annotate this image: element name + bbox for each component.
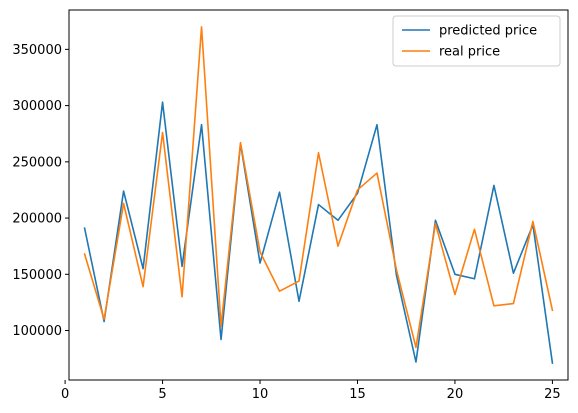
legend-label: predicted price (439, 24, 537, 39)
x-tick-label: 15 (349, 387, 366, 402)
series-line-real-price (83, 26, 554, 349)
y-tick-label: 200000 (12, 212, 62, 227)
y-tick-label: 350000 (12, 43, 62, 58)
y-tick-label: 250000 (12, 155, 62, 170)
legend-box (392, 15, 561, 67)
legend: predicted price real price (392, 15, 561, 67)
x-tick-label: 0 (61, 387, 69, 402)
y-tick-label: 100000 (12, 324, 62, 339)
x-tick-label: 25 (544, 387, 561, 402)
y-tick-label: 150000 (12, 268, 62, 283)
x-tick-label: 5 (158, 387, 166, 402)
y-tick-label: 300000 (12, 99, 62, 114)
x-tick-label: 10 (252, 387, 269, 402)
axis-layer: 0 5 10 15 20 25 100000 150000 200000 250000 300000… (12, 9, 569, 402)
series-layer (83, 26, 554, 365)
x-tick-label: 20 (447, 387, 464, 402)
axes-frame (68, 9, 569, 381)
series-line-predicted-price (83, 101, 554, 365)
legend-label: real price (439, 45, 500, 60)
